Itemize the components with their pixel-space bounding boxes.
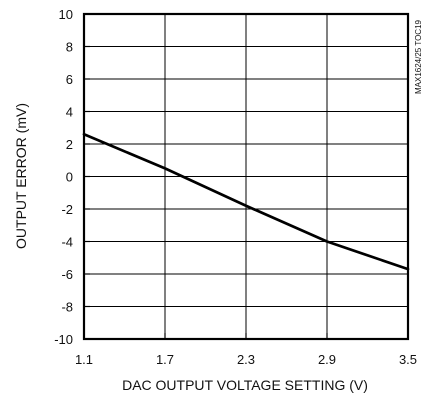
y-axis-tick-label: -6 xyxy=(61,267,73,282)
y-axis-tick-label: -10 xyxy=(54,332,73,347)
grid-layer xyxy=(84,14,408,339)
x-axis-tick-label: 1.1 xyxy=(75,352,93,367)
axis-layer xyxy=(82,12,410,341)
y-axis-tick-label: 0 xyxy=(66,170,73,185)
y-axis-tick-label: 8 xyxy=(66,40,73,55)
x-axis-title: DAC OUTPUT VOLTAGE SETTING (V) xyxy=(122,377,368,393)
x-axis-tick-label: 2.3 xyxy=(237,352,255,367)
y-axis-tick-label: 6 xyxy=(66,72,73,87)
y-axis-tick-label: -4 xyxy=(61,235,73,250)
y-axis-tick-label: -8 xyxy=(61,300,73,315)
x-axis-tick-label: 2.9 xyxy=(318,352,336,367)
y-axis-tick-label: 4 xyxy=(66,105,73,120)
label-layer: 10 8 6 4 2 0 -2 -4 -6 -8 -101.1 1.7 2.3 2.9 3.5 xyxy=(54,7,417,367)
y-axis-tick-label: -2 xyxy=(61,202,73,217)
y-axis-tick-label: 10 xyxy=(59,7,73,22)
x-axis-tick-label: 3.5 xyxy=(399,352,417,367)
y-axis-tick-label: 2 xyxy=(66,137,73,152)
data-point xyxy=(164,167,166,170)
data-point xyxy=(326,240,328,243)
chart-side-note: MAX1624/25 TOC19 xyxy=(414,19,423,94)
x-axis-tick-label: 1.7 xyxy=(156,352,174,367)
y-axis-title: OUTPUT ERROR (mV) xyxy=(13,103,29,249)
data-point xyxy=(245,204,247,207)
